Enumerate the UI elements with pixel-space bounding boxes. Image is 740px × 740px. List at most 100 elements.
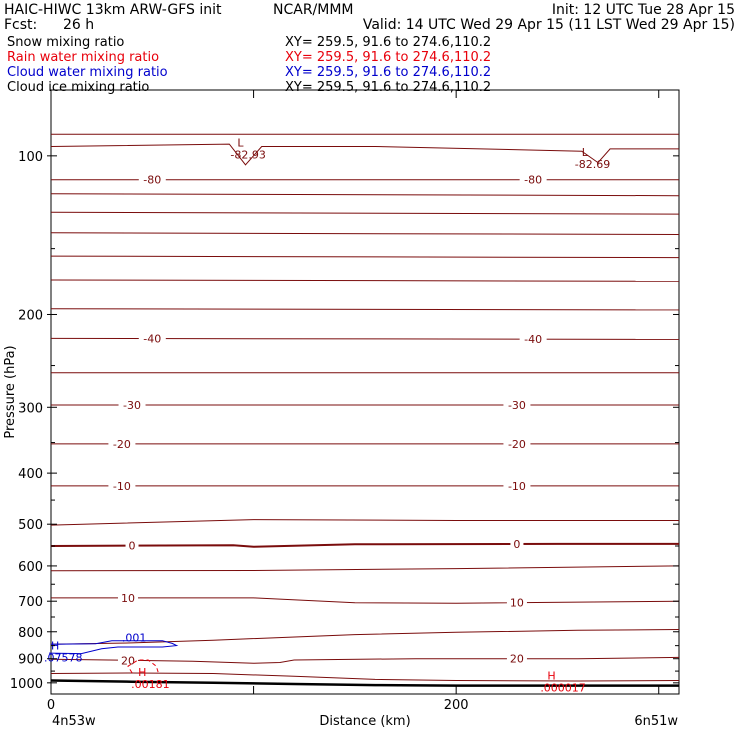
legend-field-xy: XY= 259.5, 91.6 to 274.6,110.2 — [285, 50, 491, 65]
x-axis-label: Distance (km) — [319, 714, 410, 729]
terrain-line — [50, 679, 679, 687]
isotherm-line — [50, 542, 679, 548]
isotherm-label: -40 — [524, 333, 542, 346]
org-label: NCAR/MMM — [273, 2, 354, 18]
isotherm-label-bg — [503, 479, 531, 492]
right-endpoint-label: 6n51w — [634, 714, 678, 729]
isotherm-line — [50, 279, 680, 282]
fcst-value: 26 h — [63, 17, 94, 33]
y-tick-label: 300 — [18, 401, 43, 416]
legend-field-xy: XY= 259.5, 91.6 to 274.6,110.2 — [285, 65, 491, 80]
y-tick-label: 100 — [18, 150, 43, 165]
isotherm-line — [50, 656, 680, 664]
isotherm-line — [50, 519, 679, 526]
extremum-type: H — [138, 666, 146, 679]
extremum-value: .000017 — [540, 681, 586, 694]
init-time: Init: 12 UTC Tue 28 Apr 15 — [552, 2, 735, 18]
extremum-value: .07578 — [44, 652, 83, 665]
isotherm-label-bg — [506, 596, 527, 609]
isotherm-label-bg — [138, 332, 166, 345]
legend-field-name: Snow mixing ratio — [7, 35, 124, 50]
extremum-type: L — [582, 146, 589, 159]
isotherm-line — [51, 597, 680, 604]
isotherm-label-bg — [503, 398, 531, 411]
rain-water-contour — [127, 659, 159, 674]
y-tick-label: 700 — [18, 595, 43, 610]
isotherm-label: -80 — [143, 174, 161, 187]
isotherm-label: 10 — [510, 597, 524, 610]
isotherm-label-bg — [125, 539, 139, 552]
isotherm-label-bg — [138, 173, 166, 186]
isotherm-line — [50, 143, 679, 166]
isotherm-label: 10 — [121, 592, 135, 605]
cloud-water-contour — [48, 640, 179, 655]
y-tick-label: 500 — [18, 518, 43, 533]
isotherm-label-bg — [510, 538, 524, 551]
isotherm-line — [50, 629, 680, 645]
isotherm-label-bg — [118, 398, 146, 411]
extremum-value: .00181 — [131, 678, 170, 691]
extremum-value: -82.93 — [230, 148, 265, 161]
isotherm-label: 20 — [121, 654, 135, 667]
isotherm-line — [50, 672, 680, 682]
cloud-water-contour-label: .001 — [122, 632, 147, 645]
y-tick-label: 800 — [18, 626, 43, 641]
y-tick-label: 600 — [18, 560, 43, 575]
isotherm-label: 20 — [510, 653, 524, 666]
isotherm-label-bg — [117, 654, 138, 667]
extremum-marker: L-82.69 — [575, 146, 610, 171]
model-title: HAIC-HIWC 13km ARW-GFS init — [4, 2, 222, 18]
isotherm-label-bg — [506, 652, 527, 665]
isotherm-line — [50, 211, 680, 215]
isotherm-label: -10 — [508, 480, 526, 493]
legend-field-name: Rain water mixing ratio — [7, 50, 159, 65]
header: HAIC-HIWC 13km ARW-GFS init NCAR/MMM Ini… — [4, 2, 735, 33]
legend-field-xy: XY= 259.5, 91.6 to 274.6,110.2 — [285, 35, 491, 50]
isotherm-line — [50, 193, 680, 197]
extremum-type: H — [547, 669, 555, 682]
left-endpoint-label: 4n53w — [52, 714, 96, 729]
extremum-value: -82.69 — [575, 158, 610, 171]
isotherm-label: -30 — [508, 399, 526, 412]
legend-field-name: Cloud water mixing ratio — [7, 65, 168, 80]
y-axis-label: Pressure (hPa) — [3, 345, 18, 438]
isotherm-label-bg — [519, 333, 547, 346]
x-tick-label: 0 — [47, 698, 55, 713]
isotherm-label: -10 — [113, 480, 131, 493]
isotherm-line — [50, 565, 680, 572]
isotherm-label: -20 — [113, 438, 131, 451]
isotherm-label: 0 — [513, 538, 520, 551]
valid-time: Valid: 14 UTC Wed 29 Apr 15 (11 LST Wed … — [363, 17, 735, 33]
fcst-label: Fcst: — [4, 17, 37, 33]
isotherm-label: -80 — [524, 174, 542, 187]
x-tick-label: 200 — [444, 698, 469, 713]
extremum-type: H — [51, 640, 59, 653]
isotherm-line — [50, 308, 680, 311]
isotherm-label-bg — [108, 479, 136, 492]
isotherm-label-bg — [117, 591, 138, 604]
extremum-type: L — [237, 136, 244, 149]
isotherm-line — [50, 255, 680, 259]
isotherm-line — [50, 232, 680, 235]
isotherm-label-bg — [503, 437, 531, 450]
plot-frame — [50, 89, 680, 695]
isotherm-label: -20 — [508, 438, 526, 451]
y-tick-label: 1000 — [10, 677, 43, 692]
isotherm-label: -30 — [123, 399, 141, 412]
isotherm-label: -40 — [143, 333, 161, 346]
extremum-marker: H.07578 — [44, 640, 83, 665]
y-tick-label: 400 — [18, 467, 43, 482]
y-tick-label: 900 — [18, 653, 43, 668]
legend-field-xy: XY= 259.5, 91.6 to 274.6,110.2 — [285, 80, 491, 95]
y-tick-label: 200 — [18, 308, 43, 323]
isotherm-label: 0 — [129, 540, 136, 553]
extremum-marker: H.000017 — [540, 669, 586, 694]
plot-marks: -80 -80 -40 -40 -30 -30 -20 -20 -10 -10 0 0 10 10 20 20… — [44, 133, 680, 694]
isotherm-label-bg — [108, 437, 136, 450]
isotherm-label-bg — [519, 173, 547, 186]
legend-field-name: Cloud ice mixing ratio — [7, 80, 149, 95]
extremum-marker: L-82.93 — [230, 136, 265, 161]
extremum-marker: H.00181 — [131, 666, 170, 691]
